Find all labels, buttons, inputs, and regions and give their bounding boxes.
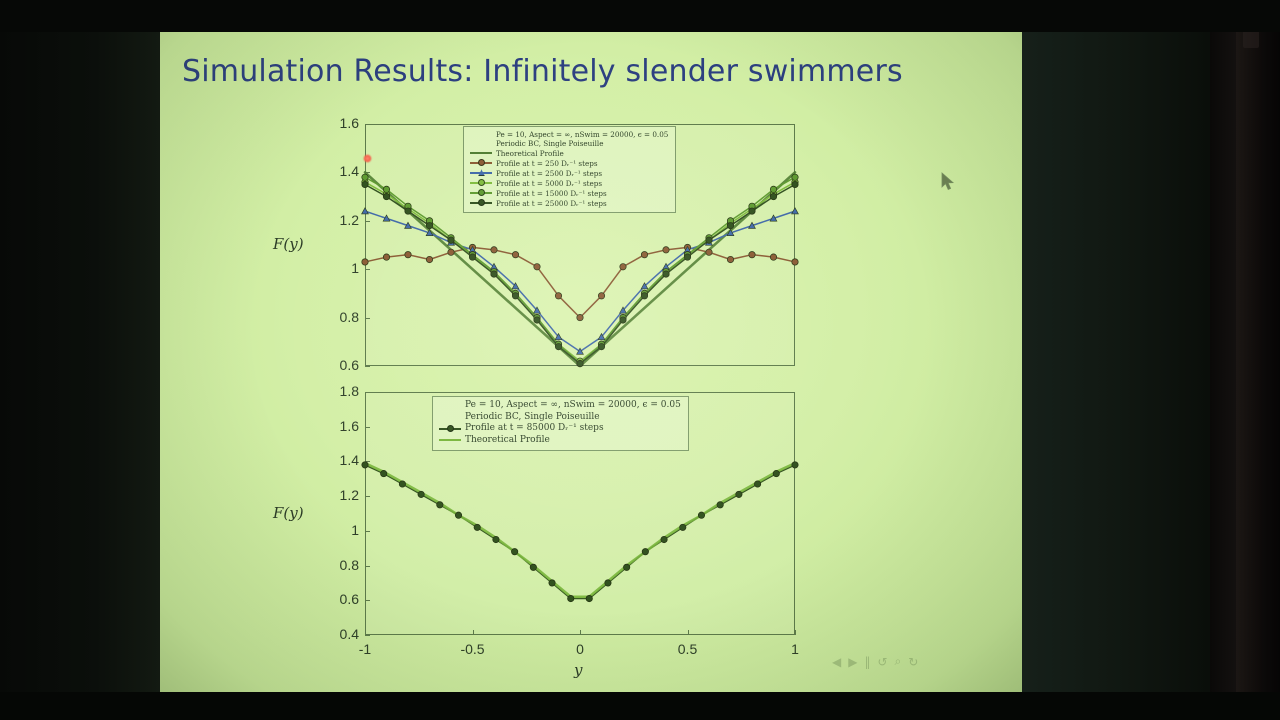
beamer-nav-glyph[interactable]: ◀: [832, 654, 842, 669]
y-tick-mark: [365, 317, 370, 319]
legend-entry: Profile at t = 5000 Dᵣ⁻¹ steps: [470, 178, 668, 188]
x-tick-label: 0.5: [677, 641, 698, 657]
red-laser-dot: [363, 154, 372, 163]
x-tick-mark: [687, 630, 689, 635]
legend-marker-key-icon: [470, 188, 492, 198]
x-tick-mark: [795, 630, 796, 635]
projected-slide: Simulation Results: Infinitely slender s…: [160, 32, 1022, 692]
legend-entry: Theoretical Profile: [470, 148, 668, 158]
room-dark-left-area: [0, 0, 160, 720]
y-tick-label: 0.8: [339, 556, 359, 573]
legend-entry: Profile at t = 15000 Dᵣ⁻¹ steps: [470, 188, 668, 198]
legend-entry: Theoretical Profile: [439, 435, 681, 447]
y-tick-mark: [365, 220, 370, 222]
y-tick-label: 1.4: [339, 452, 359, 469]
room-wall-strip: [1236, 0, 1262, 720]
legend-entry: Profile at t = 2500 Dᵣ⁻¹ steps: [470, 168, 668, 178]
projector-dark-right-area: [1022, 0, 1210, 720]
plot-frame-bottom: [365, 392, 795, 635]
y-tick-label: 1.2: [339, 487, 359, 504]
plot-curves-bottom: [361, 461, 799, 603]
legend-marker-key-icon: [439, 424, 461, 434]
y-tick-mark: [365, 366, 370, 367]
y-tick-label: 1.6: [339, 115, 359, 131]
legend-entry-label: Profile at t = 85000 Dᵣ⁻¹ steps: [465, 423, 604, 434]
y-tick-mark: [365, 124, 370, 125]
y-tick-label: 0.6: [339, 357, 359, 373]
y-tick-mark: [365, 635, 370, 636]
legend-header-line: Periodic BC, Single Poiseuille: [496, 139, 604, 149]
x-tick-label: 0: [576, 641, 584, 657]
x-tick-mark: [365, 630, 366, 635]
x-tick-label: -0.5: [460, 641, 485, 657]
y-tick-mark: [365, 269, 370, 271]
x-tick-label: -1: [358, 641, 372, 657]
legend-entry-label: Profile at t = 25000 Dᵣ⁻¹ steps: [496, 198, 607, 208]
legend-entry: Profile at t = 25000 Dᵣ⁻¹ steps: [470, 198, 668, 208]
legend-line-key-icon: [439, 435, 461, 445]
y-axis-label-top: F(y): [273, 235, 304, 253]
y-axis-label-bottom: F(y): [273, 503, 304, 522]
y-tick-mark: [365, 496, 370, 498]
y-tick-label: 1: [351, 521, 359, 538]
legend-entry-label: Profile at t = 15000 Dᵣ⁻¹ steps: [496, 188, 607, 198]
beamer-nav-glyph[interactable]: ↻: [908, 654, 919, 669]
legend-bottom: Pe = 10, Aspect = ∞, nSwim = 20000, ϵ = …: [432, 396, 689, 452]
y-tick-mark: [365, 600, 370, 602]
legend-entry: Profile at t = 250 Dᵣ⁻¹ steps: [470, 158, 668, 168]
bottom-dark-band: [0, 692, 1280, 720]
y-tick-label: 1.4: [339, 163, 359, 180]
y-tick-mark: [365, 172, 370, 174]
legend-header-line: Periodic BC, Single Poiseuille: [465, 411, 600, 422]
y-tick-label: 1.8: [339, 383, 359, 399]
legend-entry-label: Profile at t = 250 Dᵣ⁻¹ steps: [496, 158, 598, 168]
beamer-nav-glyph[interactable]: ⌕: [894, 654, 902, 668]
y-tick-label: 1: [351, 260, 359, 277]
beamer-nav-glyph[interactable]: ↺: [877, 654, 888, 669]
x-tick-label: 1: [791, 641, 799, 657]
x-tick-mark: [472, 630, 474, 635]
plot-frame-top: [365, 124, 795, 366]
top-dark-band: [0, 0, 1280, 32]
legend-line-key-icon: [470, 148, 492, 158]
y-tick-label: 0.8: [339, 308, 359, 325]
mouse-cursor-arrow: [941, 172, 955, 191]
page-title: Simulation Results: Infinitely slender s…: [182, 54, 903, 89]
legend-marker-key-icon: [470, 168, 492, 178]
plot-curves-top: [361, 171, 799, 368]
legend-entry-label: Profile at t = 5000 Dᵣ⁻¹ steps: [496, 178, 603, 188]
legend-entry-label: Profile at t = 2500 Dᵣ⁻¹ steps: [496, 168, 603, 178]
beamer-navigation-bar[interactable]: ◀ ▶ ‖ ↺ ⌕ ↻: [832, 654, 918, 669]
legend-marker-key-icon: [470, 178, 492, 188]
legend-marker-key-icon: [470, 198, 492, 208]
x-axis-label-bottom: y: [574, 661, 583, 679]
y-tick-label: 1.2: [339, 211, 359, 228]
legend-header-line: Pe = 10, Aspect = ∞, nSwim = 20000, ϵ = …: [496, 130, 669, 139]
y-tick-label: 1.6: [339, 417, 359, 434]
y-tick-mark: [365, 565, 370, 567]
beamer-nav-glyph[interactable]: ‖: [864, 654, 871, 669]
y-tick-mark: [365, 530, 370, 532]
legend-entry: Profile at t = 85000 Dᵣ⁻¹ steps: [439, 423, 681, 435]
legend-top: Pe = 10, Aspect = ∞, nSwim = 20000, ϵ = …: [463, 126, 677, 214]
legend-header-line: Pe = 10, Aspect = ∞, nSwim = 20000, ϵ = …: [465, 400, 681, 410]
legend-entry-label: Theoretical Profile: [465, 434, 550, 445]
y-tick-mark: [365, 426, 370, 428]
y-tick-mark: [365, 461, 370, 463]
x-tick-mark: [580, 630, 581, 635]
legend-entry-label: Theoretical Profile: [496, 148, 564, 158]
beamer-nav-glyph[interactable]: ▶: [848, 654, 858, 669]
y-tick-label: 0.4: [339, 626, 359, 642]
y-tick-mark: [365, 392, 370, 393]
legend-marker-key-icon: [470, 158, 492, 168]
y-tick-label: 0.6: [339, 591, 359, 608]
